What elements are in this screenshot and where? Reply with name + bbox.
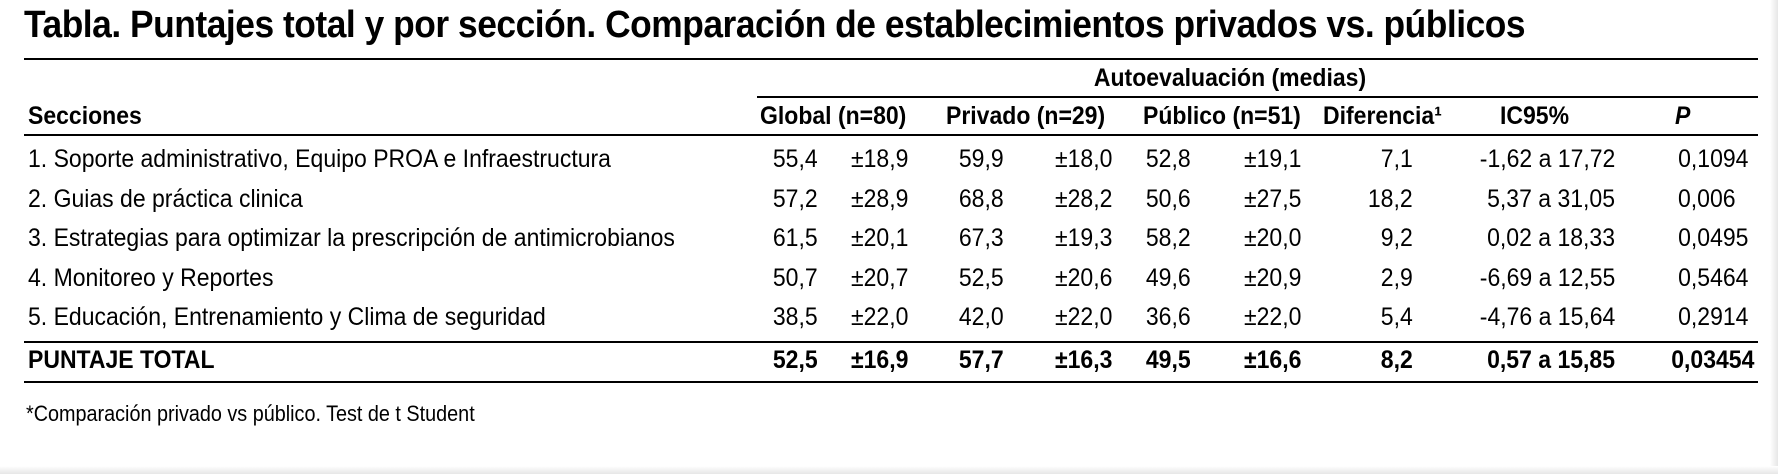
- row-4-privado-sd: ±20,6: [1054, 264, 1112, 292]
- row-4-ic95: -6,69 a 12,55: [1479, 264, 1615, 292]
- frame-edge-right: [1770, 0, 1778, 474]
- row-5-ic95: -4,76 a 15,64: [1479, 303, 1615, 331]
- row-1-global-mean: 55,4: [773, 145, 818, 173]
- row-4-publico-sd: ±20,9: [1243, 264, 1301, 292]
- row-1-p: 0,1094: [1677, 145, 1748, 173]
- total-publico-mean: 49,5: [1146, 346, 1191, 374]
- row-4-label: 4. Monitoreo y Reportes: [28, 264, 274, 292]
- row-1-publico-sd: ±19,1: [1243, 145, 1301, 173]
- bottom-rule: [24, 381, 1758, 383]
- row-2-ic95: 5,37 a 31,05: [1487, 185, 1615, 213]
- row-2-publico-mean: 50,6: [1146, 185, 1191, 213]
- top-rule: [24, 58, 1758, 60]
- row-3-ic95: 0,02 a 18,33: [1487, 224, 1615, 252]
- total-privado-mean: 57,7: [959, 346, 1004, 374]
- row-5-p: 0,2914: [1677, 303, 1748, 331]
- row-3-label: 3. Estrategias para optimizar la prescri…: [28, 224, 675, 252]
- row-5-publico-mean: 36,6: [1146, 303, 1191, 331]
- header-publico: Público (n=51): [1143, 102, 1301, 130]
- header-secciones: Secciones: [28, 102, 142, 130]
- row-4-publico-mean: 49,6: [1146, 264, 1191, 292]
- row-4-global-sd: ±20,7: [850, 264, 908, 292]
- row-3-diferencia: 9,2: [1381, 224, 1413, 252]
- row-4-privado-mean: 52,5: [959, 264, 1004, 292]
- row-5-global-sd: ±22,0: [850, 303, 908, 331]
- row-3-privado-mean: 67,3: [959, 224, 1004, 252]
- table-title: Tabla. Puntajes total y por sección. Com…: [24, 4, 1526, 46]
- row-3-global-mean: 61,5: [773, 224, 818, 252]
- row-5-diferencia: 5,4: [1381, 303, 1413, 331]
- total-p: 0,03454: [1670, 346, 1754, 374]
- row-2-privado-mean: 68,8: [959, 185, 1004, 213]
- total-diferencia: 8,2: [1381, 346, 1413, 374]
- header-diferencia: Diferencia¹: [1323, 102, 1442, 130]
- row-1-label: 1. Soporte administrativo, Equipo PROA e…: [28, 145, 611, 173]
- total-global-mean: 52,5: [773, 346, 818, 374]
- row-1-privado-sd: ±18,0: [1054, 145, 1112, 173]
- row-5-label: 5. Educación, Entrenamiento y Clima de s…: [28, 303, 546, 331]
- header-rule: [24, 134, 1758, 136]
- row-3-publico-sd: ±20,0: [1243, 224, 1301, 252]
- row-3-publico-mean: 58,2: [1146, 224, 1191, 252]
- header-global: Global (n=80): [760, 102, 907, 130]
- total-rule: [24, 341, 1758, 343]
- row-1-global-sd: ±18,9: [850, 145, 908, 173]
- group-header-rule: [757, 96, 1758, 98]
- header-privado: Privado (n=29): [946, 102, 1106, 130]
- total-publico-sd: ±16,6: [1243, 346, 1301, 374]
- header-p: P: [1675, 102, 1691, 130]
- footnote: *Comparación privado vs público. Test de…: [26, 401, 475, 426]
- row-2-label: 2. Guias de práctica clinica: [28, 185, 303, 213]
- row-2-global-mean: 57,2: [773, 185, 818, 213]
- frame-edge-bottom: [0, 466, 1778, 474]
- row-1-publico-mean: 52,8: [1146, 145, 1191, 173]
- row-3-p: 0,0495: [1677, 224, 1748, 252]
- row-1-privado-mean: 59,9: [959, 145, 1004, 173]
- row-5-global-mean: 38,5: [773, 303, 818, 331]
- row-2-global-sd: ±28,9: [850, 185, 908, 213]
- group-header: Autoevaluación (medias): [1093, 64, 1367, 92]
- row-2-diferencia: 18,2: [1368, 185, 1413, 213]
- row-5-privado-mean: 42,0: [959, 303, 1004, 331]
- row-2-privado-sd: ±28,2: [1054, 185, 1112, 213]
- total-global-sd: ±16,9: [850, 346, 908, 374]
- row-1-diferencia: 7,1: [1381, 145, 1413, 173]
- row-5-publico-sd: ±22,0: [1243, 303, 1301, 331]
- total-label: PUNTAJE TOTAL: [28, 346, 215, 374]
- row-1-ic95: -1,62 a 17,72: [1479, 145, 1615, 173]
- total-privado-sd: ±16,3: [1054, 346, 1112, 374]
- row-2-publico-sd: ±27,5: [1243, 185, 1301, 213]
- row-4-p: 0,5464: [1677, 264, 1748, 292]
- row-3-privado-sd: ±19,3: [1054, 224, 1112, 252]
- row-4-global-mean: 50,7: [773, 264, 818, 292]
- row-2-p: 0,006: [1678, 185, 1736, 213]
- row-3-global-sd: ±20,1: [850, 224, 908, 252]
- header-ic95: IC95%: [1500, 102, 1570, 130]
- total-ic95: 0,57 a 15,85: [1487, 346, 1615, 374]
- row-4-diferencia: 2,9: [1381, 264, 1413, 292]
- row-5-privado-sd: ±22,0: [1054, 303, 1112, 331]
